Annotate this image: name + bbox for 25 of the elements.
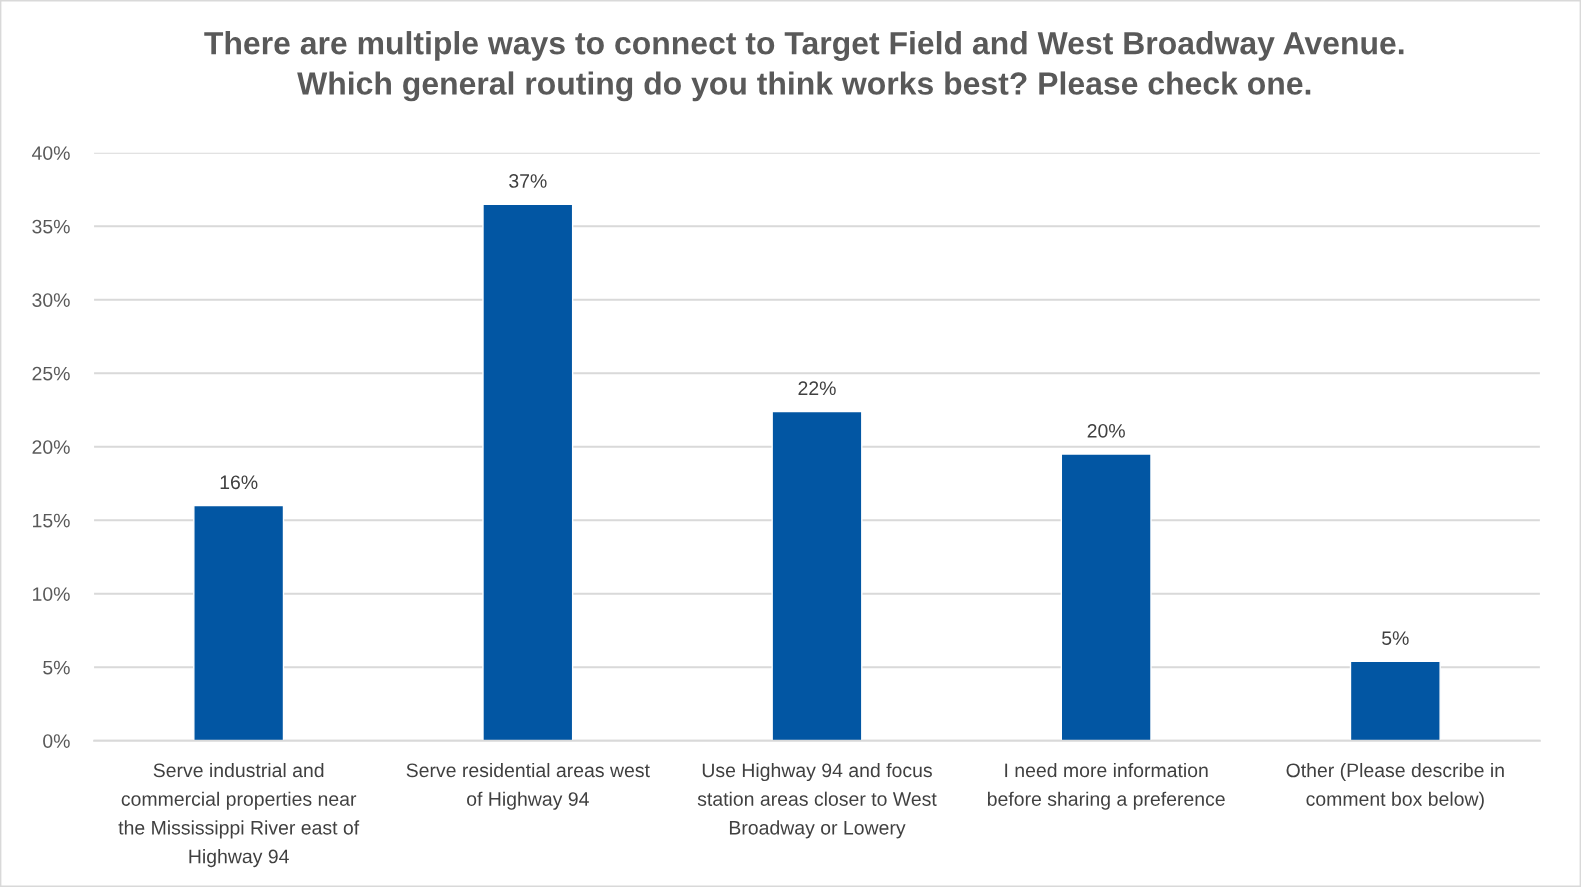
y-tick-label: 40% <box>31 146 70 160</box>
x-tick-label: Other (Please describe in comment box below) <box>1286 762 1504 810</box>
data-label: 5% <box>1382 631 1409 646</box>
x-tick-label: Serve residential areas west of Highway 94 <box>406 762 650 810</box>
bar <box>482 203 574 741</box>
chart-title: There are multiple ways to connect to Target Field and West Broadway Avenue. Which general routing do you think works best? Please check one. <box>204 31 1404 102</box>
x-tick-label: Serve industrial and commercial properties near the Mississippi River east of Highway 94 <box>118 762 360 868</box>
data-label: 37% <box>509 174 547 188</box>
y-tick-label: 5% <box>43 660 70 675</box>
data-label: 22% <box>798 381 836 396</box>
y-tick-label: 25% <box>32 366 70 381</box>
bar <box>193 504 285 741</box>
bar <box>1060 453 1152 741</box>
y-tick-label: 20% <box>32 440 70 454</box>
data-label: 16% <box>220 475 258 490</box>
y-tick-label: 10% <box>33 587 70 601</box>
data-label: 20% <box>1087 423 1125 438</box>
y-tick-label: 15% <box>33 513 70 528</box>
bar <box>1349 660 1441 741</box>
x-tick-label: I need more information before sharing a preference <box>987 762 1225 810</box>
y-tick-label: 0% <box>43 734 70 748</box>
x-tick-label: Use Highway 94 and focus station areas closer to West Broadway or Lowery <box>697 762 937 839</box>
bar <box>771 410 863 741</box>
y-tick-label: 35% <box>32 219 70 234</box>
y-tick-label: 30% <box>32 293 70 307</box>
